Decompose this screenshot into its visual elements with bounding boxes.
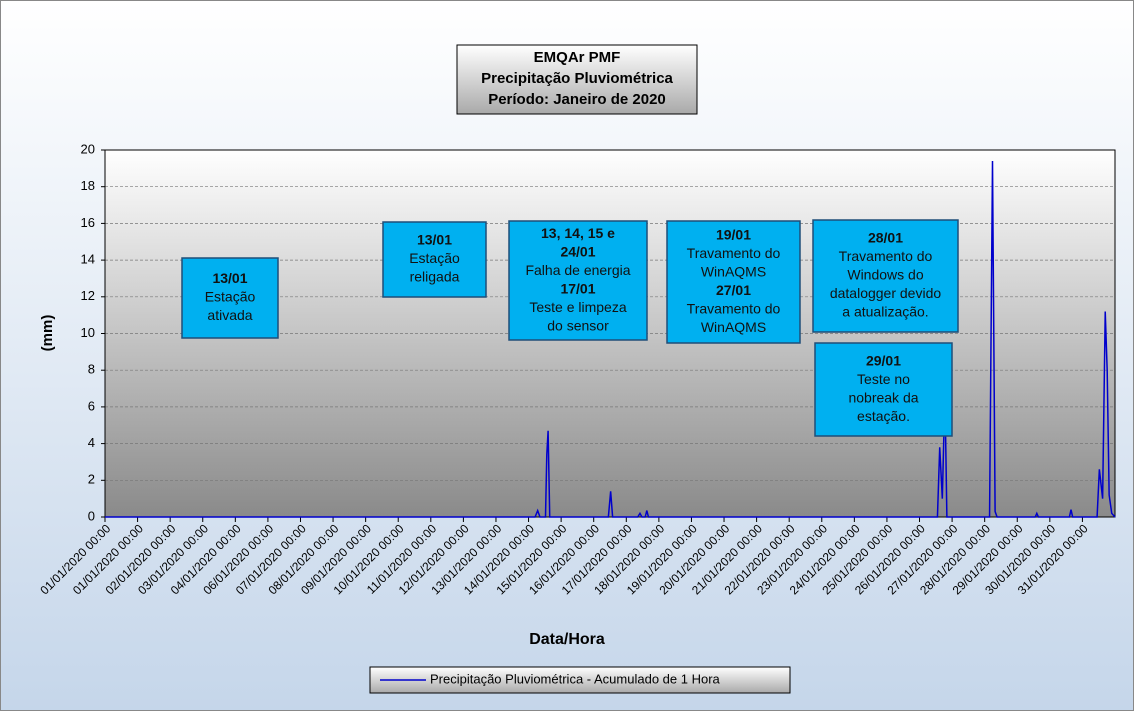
chart-title: EMQAr PMF: [534, 49, 621, 66]
annotation-text: Travamento do: [687, 245, 781, 261]
annotation-text: Estação: [409, 250, 460, 266]
y-tick-label: 10: [81, 325, 95, 340]
annotation-box: [812, 219, 959, 333]
annotation-text: a atualização.: [842, 304, 928, 320]
y-tick-label: 18: [81, 178, 95, 193]
annotation-text: Teste e limpeza: [529, 299, 626, 315]
annotation-heading: 17/01: [560, 280, 595, 296]
y-tick-label: 0: [88, 508, 95, 523]
annotation-text: Falha de energia: [525, 262, 630, 278]
plot-border: [104, 149, 1116, 518]
annotation-heading: 29/01: [866, 352, 901, 368]
annotation-heading: 28/01: [868, 230, 903, 246]
y-tick-label: 14: [81, 252, 95, 267]
y-tick-label: 16: [81, 215, 95, 230]
y-tick-label: 6: [88, 398, 95, 413]
y-tick-label: 2: [88, 472, 95, 487]
annotation-text: WinAQMS: [701, 263, 766, 279]
annotation-text: datalogger devido: [830, 285, 942, 301]
y-tick-label: 20: [81, 141, 95, 156]
annotation-text: Teste no: [857, 371, 910, 387]
annotation-text: estação.: [857, 408, 910, 424]
annotation-heading: 19/01: [716, 226, 751, 242]
x-axis-label: Data/Hora: [529, 631, 605, 648]
y-axis-label: (mm): [39, 315, 56, 352]
annotation-text: do sensor: [547, 317, 609, 333]
legend-box: [369, 666, 791, 694]
chart-title: Precipitação Pluviométrica: [481, 70, 673, 87]
annotation-text: Estação: [205, 289, 256, 305]
y-tick-label: 8: [88, 362, 95, 377]
annotation-text: ativada: [207, 307, 252, 323]
annotation-heading: 13/01: [212, 270, 247, 286]
annotation-text: Travamento do: [839, 248, 933, 264]
annotation-text: nobreak da: [848, 389, 918, 405]
annotation-box: [814, 342, 953, 437]
annotation-box: [508, 220, 648, 341]
annotation-text: WinAQMS: [701, 319, 766, 335]
y-tick-label: 4: [88, 435, 95, 450]
annotation-heading: 13/01: [417, 232, 452, 248]
annotation-heading: 27/01: [716, 282, 751, 298]
title-box: [456, 44, 698, 115]
annotation-heading: 24/01: [560, 243, 595, 259]
annotation-box: [666, 220, 801, 344]
annotation-text: Windows do: [847, 267, 923, 283]
annotation-box: [181, 257, 279, 339]
legend-label: Precipitação Pluviométrica - Acumulado d…: [430, 671, 721, 686]
annotation-text: Travamento do: [687, 300, 781, 316]
annotation-text: religada: [410, 269, 460, 285]
chart-title: Período: Janeiro de 2020: [488, 91, 666, 108]
y-tick-label: 12: [81, 288, 95, 303]
data-line: [105, 161, 1116, 518]
annotation-heading: 13, 14, 15 e: [541, 225, 615, 241]
annotation-box: [382, 221, 487, 298]
